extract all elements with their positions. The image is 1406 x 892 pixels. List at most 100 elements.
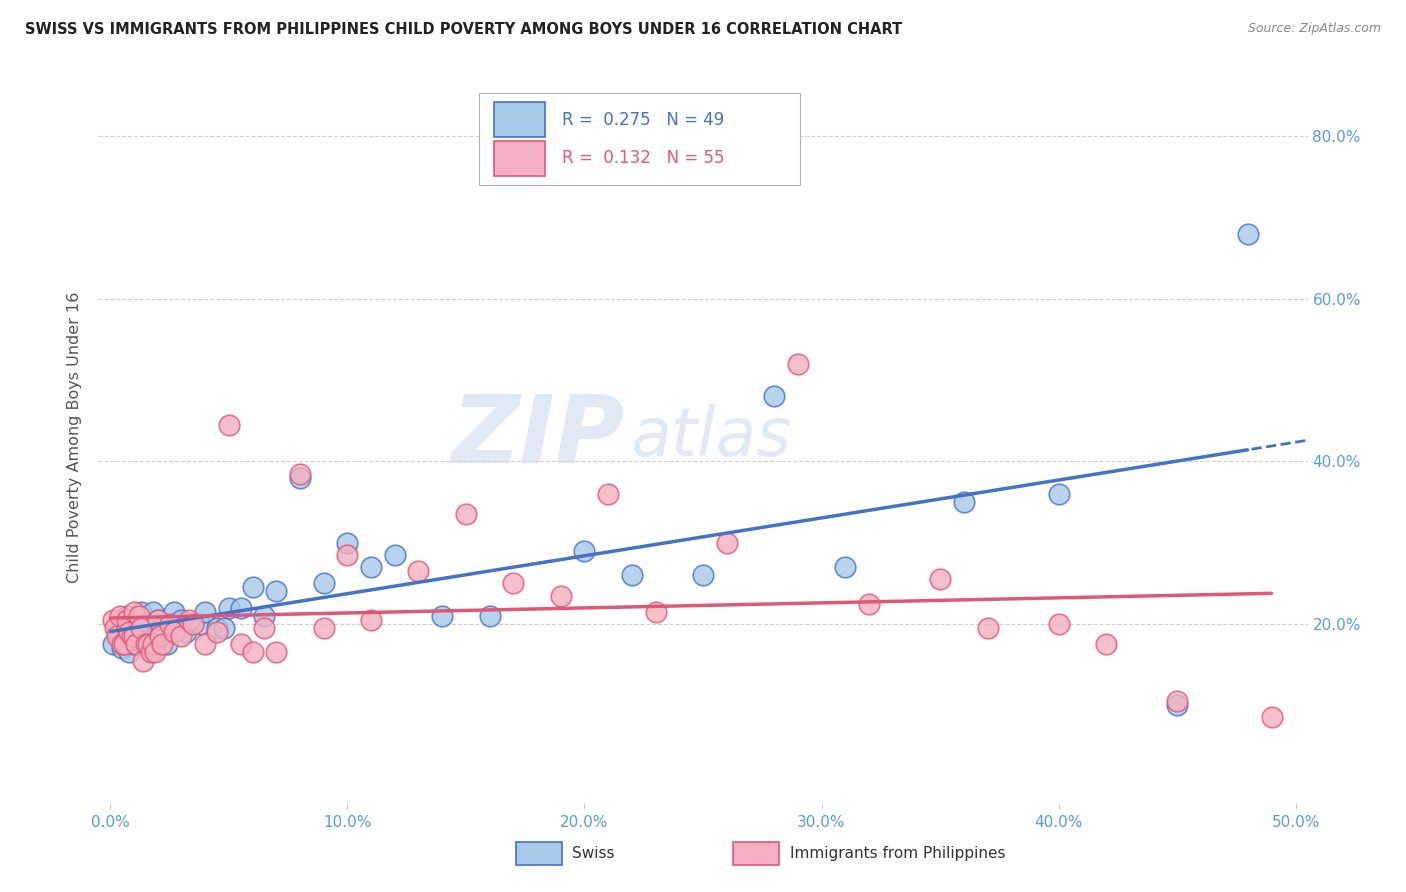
FancyBboxPatch shape: [516, 841, 561, 865]
Point: [598, 487, 620, 501]
Point: [312, 621, 335, 635]
Point: [716, 535, 738, 549]
Point: [143, 629, 166, 643]
Point: [253, 621, 276, 635]
Point: [550, 589, 572, 603]
Point: [205, 621, 228, 635]
Point: [312, 576, 335, 591]
Text: Source: ZipAtlas.com: Source: ZipAtlas.com: [1247, 22, 1381, 36]
Point: [142, 637, 165, 651]
Point: [115, 637, 138, 651]
Point: [1047, 617, 1070, 632]
Point: [205, 625, 228, 640]
Point: [114, 637, 136, 651]
Point: [128, 629, 150, 643]
Point: [1166, 694, 1188, 708]
Point: [122, 621, 145, 635]
Point: [132, 654, 155, 668]
FancyBboxPatch shape: [734, 841, 779, 865]
Point: [142, 605, 165, 619]
Point: [121, 629, 143, 643]
Text: R =  0.132   N = 55: R = 0.132 N = 55: [561, 149, 724, 168]
Point: [692, 568, 714, 582]
Point: [360, 560, 382, 574]
Point: [478, 608, 501, 623]
Point: [146, 613, 169, 627]
Point: [152, 621, 174, 635]
Point: [858, 597, 880, 611]
Point: [574, 544, 596, 558]
Point: [135, 625, 157, 640]
Point: [111, 641, 134, 656]
Point: [786, 357, 808, 371]
Point: [288, 471, 311, 485]
Point: [432, 608, 454, 623]
Text: Swiss: Swiss: [572, 846, 614, 861]
Point: [229, 600, 252, 615]
Point: [408, 564, 430, 578]
FancyBboxPatch shape: [479, 94, 800, 185]
Point: [952, 495, 974, 509]
Point: [194, 605, 217, 619]
Point: [177, 613, 200, 627]
Point: [111, 637, 134, 651]
Point: [288, 467, 311, 481]
Point: [194, 637, 217, 651]
Point: [101, 613, 124, 627]
Point: [242, 581, 264, 595]
Point: [336, 535, 359, 549]
Point: [104, 621, 127, 635]
Point: [149, 629, 172, 643]
Point: [502, 576, 524, 591]
Point: [1237, 227, 1260, 241]
Point: [1166, 698, 1188, 713]
Point: [122, 637, 145, 651]
Point: [360, 613, 382, 627]
Point: [170, 629, 193, 643]
Point: [122, 629, 145, 643]
Point: [143, 645, 166, 659]
Point: [105, 625, 128, 640]
Point: [218, 600, 240, 615]
Point: [125, 637, 148, 651]
Point: [135, 621, 157, 635]
Point: [121, 621, 143, 635]
Text: SWISS VS IMMIGRANTS FROM PHILIPPINES CHILD POVERTY AMONG BOYS UNDER 16 CORRELATI: SWISS VS IMMIGRANTS FROM PHILIPPINES CHI…: [25, 22, 903, 37]
Text: ZIP: ZIP: [451, 391, 624, 483]
FancyBboxPatch shape: [494, 141, 544, 176]
Text: Immigrants from Philippines: Immigrants from Philippines: [790, 846, 1005, 861]
Point: [763, 389, 786, 403]
Point: [115, 621, 138, 635]
Point: [132, 637, 155, 651]
FancyBboxPatch shape: [494, 102, 544, 137]
Point: [122, 605, 145, 619]
Point: [1261, 710, 1284, 724]
Point: [101, 637, 124, 651]
Point: [118, 625, 141, 640]
Point: [212, 621, 235, 635]
Point: [163, 605, 186, 619]
Point: [1095, 637, 1118, 651]
Point: [159, 617, 181, 632]
Point: [264, 645, 287, 659]
Point: [264, 584, 287, 599]
Point: [152, 637, 174, 651]
Point: [115, 613, 138, 627]
Point: [159, 617, 181, 632]
Point: [218, 417, 240, 432]
Point: [229, 637, 252, 651]
Point: [135, 637, 157, 651]
Point: [156, 637, 179, 651]
Point: [253, 608, 276, 623]
Point: [834, 560, 856, 574]
Y-axis label: Child Poverty Among Boys Under 16: Child Poverty Among Boys Under 16: [67, 292, 83, 582]
Point: [1047, 487, 1070, 501]
Point: [336, 548, 359, 562]
Point: [163, 625, 186, 640]
Point: [136, 637, 159, 651]
Point: [105, 629, 128, 643]
Point: [111, 629, 134, 643]
Point: [384, 548, 406, 562]
Point: [146, 613, 169, 627]
Text: R =  0.275   N = 49: R = 0.275 N = 49: [561, 111, 724, 128]
